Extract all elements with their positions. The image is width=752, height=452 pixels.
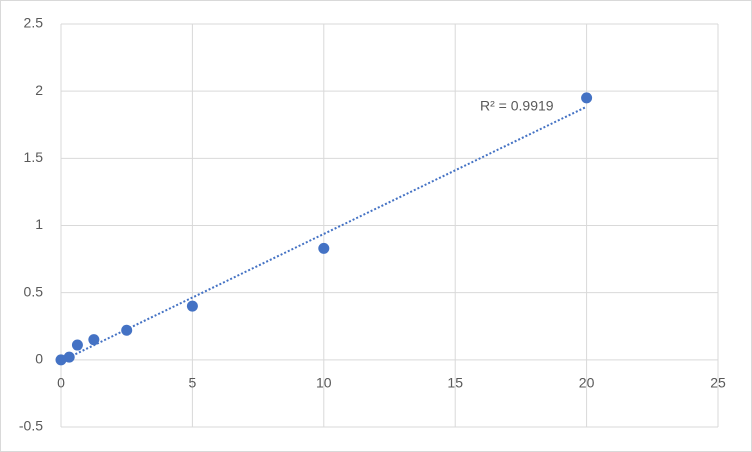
point: [71, 339, 83, 351]
trendline: [60, 105, 588, 363]
x-tick-label: 0: [57, 375, 65, 391]
y-tick-label: 1: [35, 216, 43, 232]
point: [63, 351, 75, 363]
x-tick-label: 10: [316, 375, 332, 391]
point: [121, 324, 133, 336]
y-tick-label: -0.5: [19, 418, 43, 434]
y-tick-label: 2.5: [24, 15, 44, 31]
x-tick-label: 5: [189, 375, 197, 391]
x-tick-label: 15: [447, 375, 463, 391]
point: [318, 242, 330, 254]
y-tick-label: 1.5: [24, 149, 44, 165]
point: [186, 300, 198, 312]
point: [88, 334, 100, 346]
x-tick-label: 20: [579, 375, 595, 391]
x-tick-label: 25: [710, 375, 726, 391]
y-tick-label: 0: [35, 351, 43, 367]
y-tick-label: 2: [35, 82, 43, 98]
annotation: R² = 0.9919: [480, 98, 554, 114]
y-tick-label: 0.5: [24, 283, 44, 299]
point: [581, 92, 593, 104]
